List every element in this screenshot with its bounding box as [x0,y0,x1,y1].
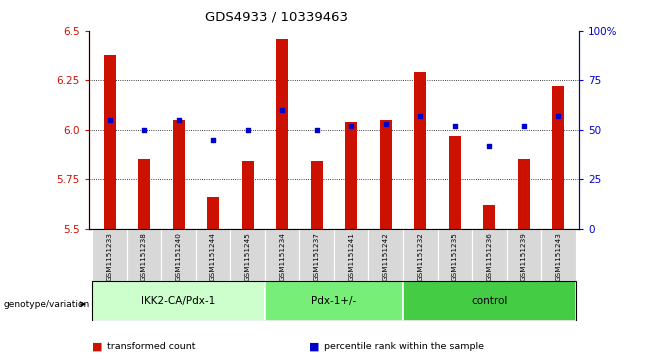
Bar [311,162,322,229]
Text: GSM1151241: GSM1151241 [348,232,354,281]
Text: GSM1151234: GSM1151234 [279,232,285,281]
Bar [518,159,530,229]
Bar [299,229,334,281]
Point [519,123,529,129]
Bar [127,229,161,281]
Text: transformed count: transformed count [107,342,195,351]
Bar [196,229,230,281]
Text: GSM1151237: GSM1151237 [314,232,320,281]
Bar [438,229,472,281]
Bar [265,281,403,321]
Point [277,107,288,113]
Bar [207,197,219,229]
Text: GSM1151244: GSM1151244 [210,232,216,281]
Point [415,113,426,119]
Bar [403,229,438,281]
Bar [368,229,403,281]
Point [449,123,460,129]
Bar [161,229,196,281]
Bar [541,229,576,281]
Bar [92,281,265,321]
Text: GSM1151236: GSM1151236 [486,232,492,281]
Bar [241,162,254,229]
Bar [172,120,185,229]
Bar [230,229,265,281]
Bar [276,39,288,229]
Point [346,123,357,129]
Point [139,127,149,132]
Bar [414,72,426,229]
Point [380,121,391,127]
Point [553,113,564,119]
Point [173,117,184,123]
Text: ■: ■ [309,342,320,352]
Bar [449,136,461,229]
Text: GSM1151243: GSM1151243 [555,232,561,281]
Bar [472,229,507,281]
Text: GSM1151245: GSM1151245 [245,232,251,281]
Text: GSM1151242: GSM1151242 [383,232,389,281]
Text: GSM1151240: GSM1151240 [176,232,182,281]
Point [104,117,114,123]
Bar [103,54,116,229]
Text: GSM1151235: GSM1151235 [452,232,458,281]
Text: IKK2-CA/Pdx-1: IKK2-CA/Pdx-1 [141,296,216,306]
Bar [380,120,392,229]
Bar [265,229,299,281]
Point [242,127,253,132]
Point [311,127,322,132]
Bar [138,159,150,229]
Text: genotype/variation: genotype/variation [3,301,89,309]
Text: percentile rank within the sample: percentile rank within the sample [324,342,484,351]
Bar [92,229,127,281]
Bar [552,86,565,229]
Point [484,143,495,148]
Text: GSM1151238: GSM1151238 [141,232,147,281]
Text: GSM1151233: GSM1151233 [107,232,113,281]
Point [208,137,218,143]
Text: GSM1151232: GSM1151232 [417,232,423,281]
Text: GSM1151239: GSM1151239 [520,232,527,281]
Bar [403,281,576,321]
Bar [345,122,357,229]
Text: control: control [471,296,507,306]
Bar [507,229,541,281]
Text: GDS4933 / 10339463: GDS4933 / 10339463 [205,11,348,24]
Bar [483,205,495,229]
Bar [334,229,368,281]
Text: Pdx-1+/-: Pdx-1+/- [311,296,357,306]
Text: ■: ■ [92,342,103,352]
